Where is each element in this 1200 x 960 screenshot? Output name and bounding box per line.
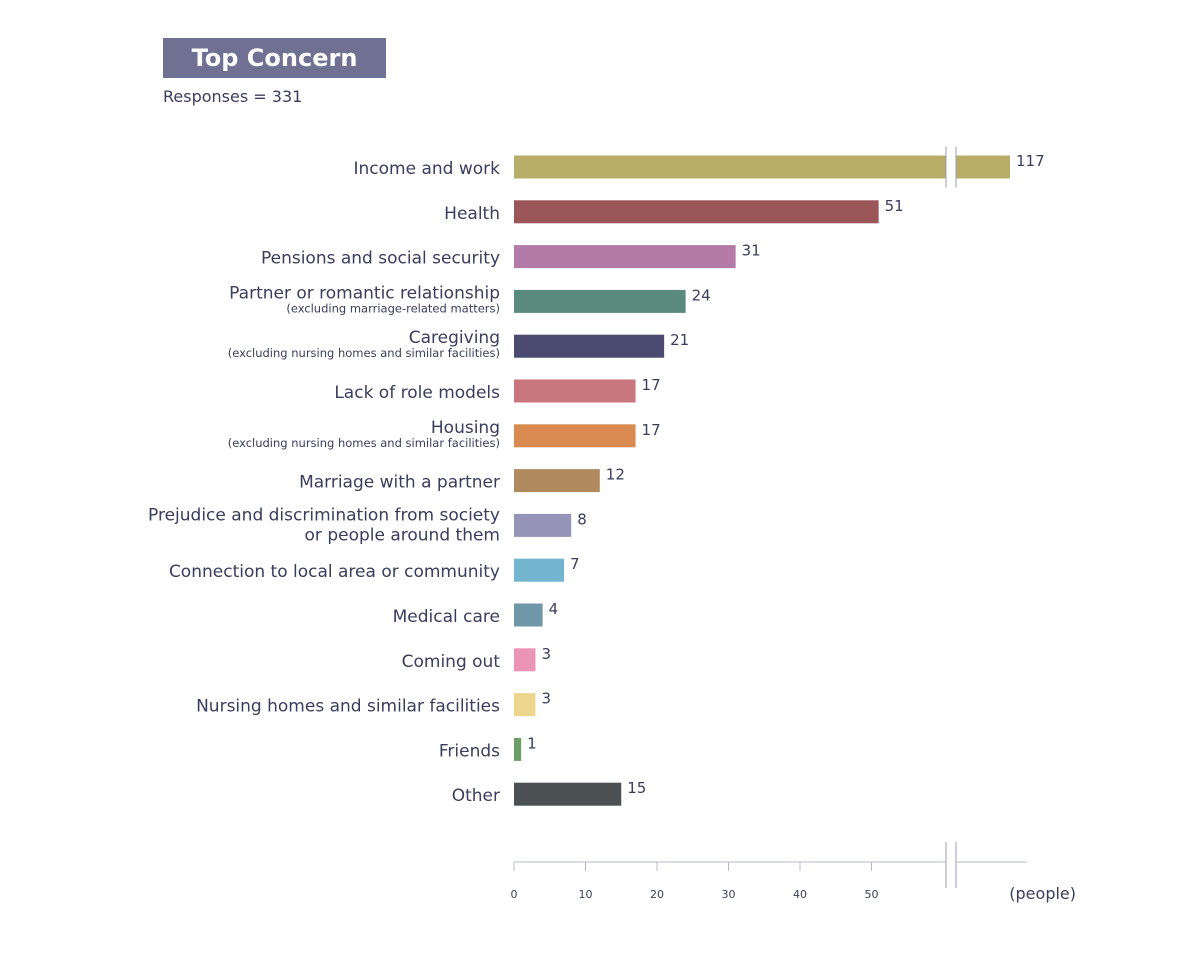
value-label-6: 17	[642, 421, 661, 439]
x-tick-label-1: 10	[579, 888, 593, 901]
value-label-0: 117	[1016, 152, 1045, 170]
category-label-1: Health	[444, 204, 500, 224]
x-tick-label-3: 30	[722, 888, 736, 901]
category-label-0: Income and work	[354, 159, 501, 179]
category-label-12: Nursing homes and similar facilities	[196, 697, 500, 717]
value-label-1: 51	[885, 197, 904, 215]
bar-1	[514, 200, 879, 224]
bar-3	[514, 289, 686, 313]
chart-subtitle: Responses = 331	[163, 87, 303, 106]
bar-9	[514, 558, 565, 582]
value-label-7: 12	[606, 466, 625, 484]
category-label-9: Connection to local area or community	[169, 562, 500, 582]
value-label-9: 7	[570, 555, 580, 573]
x-tick-label-4: 40	[793, 888, 807, 901]
value-label-13: 1	[527, 734, 537, 752]
x-axis: 0 10 20 30 40 50 (people)	[511, 842, 1076, 903]
category-note-4: (excluding nursing homes and similar fac…	[228, 346, 500, 360]
value-label-14: 15	[627, 779, 646, 797]
category-label-10: Medical care	[393, 607, 500, 627]
bar-7	[514, 469, 600, 493]
value-label-4: 21	[670, 331, 689, 349]
x-unit-label: (people)	[1009, 884, 1076, 903]
value-label-10: 4	[549, 600, 559, 618]
bar-4	[514, 334, 665, 358]
bar-11	[514, 648, 536, 672]
x-tick-label-0: 0	[511, 888, 518, 901]
x-tick-label-2: 20	[650, 888, 664, 901]
category-label-11: Coming out	[402, 652, 501, 672]
category-note-6: (excluding nursing homes and similar fac…	[228, 436, 500, 450]
category-note-3: (excluding marriage-related matters)	[286, 301, 500, 315]
bar-5	[514, 379, 636, 403]
category-label-14: Other	[452, 786, 500, 806]
x-tick-label-5: 50	[865, 888, 879, 901]
bar-14	[514, 782, 622, 806]
category-label-8: Prejudice and discrimination from societ…	[148, 505, 500, 525]
bar-13	[514, 737, 522, 761]
bar-break-gap	[946, 146, 956, 188]
value-label-3: 24	[692, 286, 711, 304]
value-label-8: 8	[577, 510, 587, 528]
category-label-13: Friends	[439, 741, 500, 761]
category-label-6: Housing	[431, 418, 500, 438]
category-label-7: Marriage with a partner	[299, 473, 500, 493]
bar-2	[514, 245, 736, 269]
value-label-11: 3	[541, 645, 551, 663]
bar-12	[514, 693, 536, 717]
value-label-2: 31	[742, 242, 761, 260]
bar-10	[514, 603, 543, 627]
value-label-12: 3	[541, 690, 551, 708]
bar-0	[514, 155, 1010, 179]
category-label-3: Partner or romantic relationship	[229, 283, 500, 303]
category-label-8: or people around them	[305, 525, 500, 545]
chart-title: Top Concern	[163, 38, 386, 78]
category-label-2: Pensions and social security	[261, 249, 500, 269]
category-label-4: Caregiving	[409, 328, 500, 348]
bar-8	[514, 513, 572, 537]
value-label-5: 17	[642, 376, 661, 394]
category-label-5: Lack of role models	[334, 383, 500, 403]
bar-6	[514, 424, 636, 448]
